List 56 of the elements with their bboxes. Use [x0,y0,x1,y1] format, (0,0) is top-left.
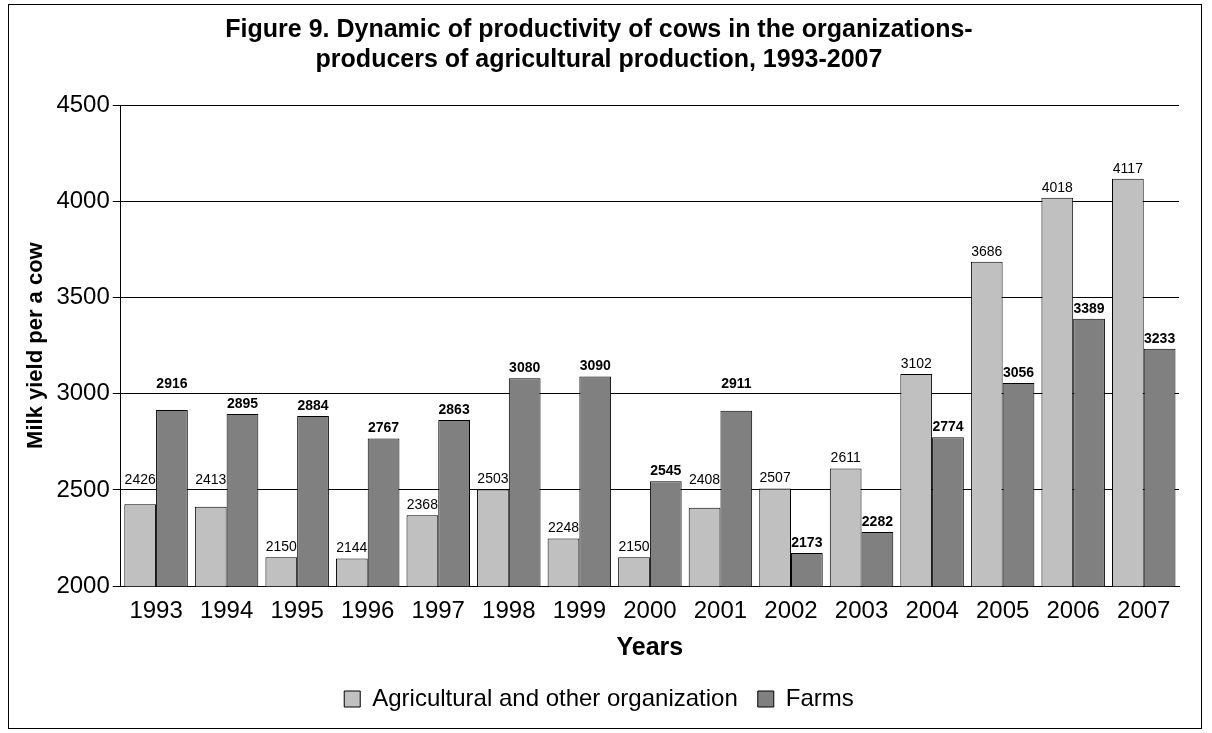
data-label: 2884 [297,396,329,413]
data-label: 2774 [932,418,964,435]
x-tick-label: 2006 [1046,596,1100,624]
x-tick-label: 1994 [199,596,254,624]
chart-title: Figure 9. Dynamic of productivity of cows in the organizations-producers of agricultural production, 1993-2007 [225,13,973,72]
x-tick-label: 1997 [411,596,465,624]
data-label: 3102 [900,354,932,371]
y-axis-title: Milk yield per a cow [22,241,48,449]
data-label: 3686 [971,242,1003,259]
data-label: 2368 [406,496,439,513]
x-tick-label: 2001 [693,596,748,624]
data-label: 2767 [368,419,400,436]
y-tick-label: 2000 [56,570,110,598]
x-tick-label: 2005 [975,596,1030,624]
data-label: 2507 [759,469,791,486]
data-label: 2173 [791,533,823,550]
data-label: 2144 [336,539,368,556]
data-label: 4018 [1041,178,1074,195]
x-tick-label: 2002 [764,596,818,624]
x-tick-label: 2000 [623,596,677,624]
y-tick-label: 4000 [56,185,110,213]
y-tick-label: 3000 [56,378,110,406]
data-label: 2408 [688,470,721,487]
data-label: 2611 [830,449,861,466]
x-axis-title: Years [616,631,684,660]
x-tick-label: 1999 [552,596,607,624]
data-label: 2916 [156,374,188,391]
x-tick-label: 2007 [1117,596,1171,624]
data-label: 2282 [861,512,894,529]
x-tick-label: 1998 [482,596,536,624]
data-label: 2911 [721,374,752,391]
x-tick-label: 1993 [129,596,183,624]
data-label: 2413 [195,470,227,487]
y-tick-label: 2500 [56,474,110,502]
data-label: 3233 [1144,329,1176,346]
legend-label: Agricultural and other organization [372,683,738,711]
data-label: 2895 [226,394,259,411]
data-label: 3090 [579,357,611,374]
data-label: 3056 [1002,363,1035,380]
legend-label: Farms [785,683,854,711]
data-label: 4117 [1112,159,1144,176]
x-tick-label: 1996 [341,596,395,624]
data-label: 2503 [477,470,509,487]
x-tick-label: 2004 [905,596,959,624]
y-tick-label: 3500 [56,282,110,310]
x-tick-label: 2003 [834,596,889,624]
data-label: 2150 [265,538,298,555]
data-label: 2150 [618,538,650,555]
data-label: 2248 [547,519,580,536]
data-label: 2426 [124,470,156,487]
data-label: 2545 [650,462,682,479]
data-label: 3389 [1073,299,1105,316]
y-tick-label: 4500 [56,89,110,117]
x-tick-label: 1995 [270,596,324,624]
data-label: 3080 [509,359,541,376]
data-label: 2863 [438,400,470,417]
